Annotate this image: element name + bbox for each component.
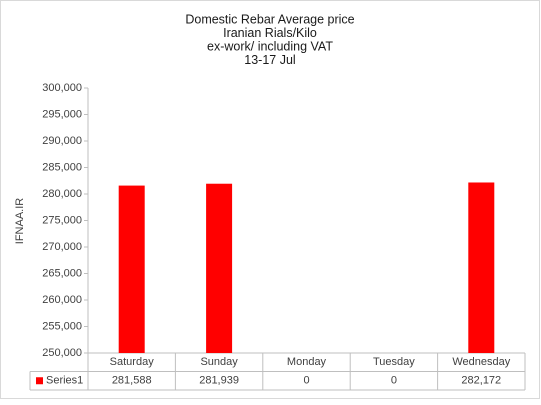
bar [118,185,145,353]
x-tick-label: Monday [287,356,327,368]
y-tick-label: 265,000 [42,267,82,279]
x-tick-label: Saturday [110,356,155,368]
y-tick-label: 290,000 [42,135,82,147]
legend-key [36,377,43,385]
x-tick-label: Tuesday [373,356,415,368]
bar [206,183,233,353]
data-table-value: 0 [391,375,397,387]
y-tick-label: 300,000 [42,82,82,94]
y-tick-label: 270,000 [42,241,82,253]
y-tick-label: 255,000 [42,320,82,332]
chart-title: Iranian Rials/Kilo [223,26,317,40]
chart-title: Domestic Rebar Average price [185,12,354,26]
bar [468,182,495,353]
data-table-value: 281,588 [112,375,152,387]
y-tick-label: 295,000 [42,108,82,120]
y-axis-label: IFNAA.IR [14,198,26,245]
x-tick-label: Sunday [200,356,238,368]
chart-title: ex-work/ including VAT [207,39,333,53]
x-tick-label: Wednesday [452,356,510,368]
data-table-value: 281,939 [199,375,239,387]
y-tick-label: 285,000 [42,161,82,173]
y-tick-label: 250,000 [42,347,82,359]
y-tick-label: 260,000 [42,294,82,306]
data-table-value: 282,172 [461,375,501,387]
data-table-value: 0 [303,375,309,387]
y-tick-label: 280,000 [42,188,82,200]
legend-label: Series1 [46,375,83,387]
chart-title: 13-17 Jul [244,53,295,67]
y-tick-label: 275,000 [42,214,82,226]
